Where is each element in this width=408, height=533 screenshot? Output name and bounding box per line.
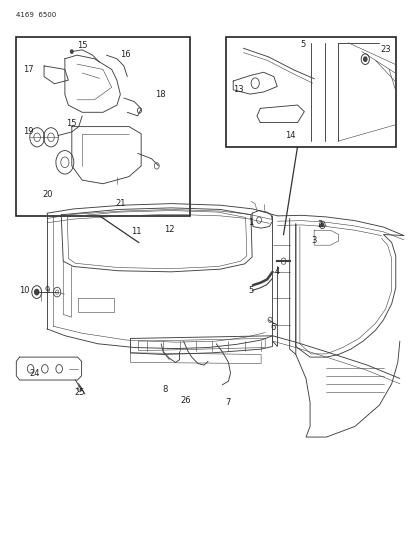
Text: 10: 10 bbox=[19, 286, 30, 295]
Text: 15: 15 bbox=[67, 118, 77, 127]
Text: 4169  6500: 4169 6500 bbox=[16, 12, 57, 18]
Text: 4: 4 bbox=[275, 268, 280, 276]
Circle shape bbox=[71, 50, 73, 53]
Text: 6: 6 bbox=[271, 324, 276, 332]
Text: 8: 8 bbox=[162, 385, 168, 393]
Circle shape bbox=[321, 223, 324, 227]
Text: 16: 16 bbox=[120, 50, 131, 59]
Text: 7: 7 bbox=[226, 398, 231, 407]
Circle shape bbox=[35, 289, 39, 295]
Text: 19: 19 bbox=[23, 127, 34, 136]
Text: 20: 20 bbox=[42, 190, 53, 199]
Text: 18: 18 bbox=[155, 90, 166, 99]
Bar bbox=[16, 37, 190, 216]
Text: 1: 1 bbox=[248, 219, 253, 227]
Text: 14: 14 bbox=[286, 131, 296, 140]
Text: 11: 11 bbox=[131, 228, 142, 236]
Text: 25: 25 bbox=[74, 388, 85, 397]
Text: 12: 12 bbox=[164, 225, 175, 233]
Text: 5: 5 bbox=[248, 286, 253, 295]
Text: 26: 26 bbox=[180, 397, 191, 405]
Circle shape bbox=[364, 57, 367, 61]
Text: 15: 15 bbox=[77, 41, 87, 50]
Text: 3: 3 bbox=[311, 237, 317, 245]
Text: 17: 17 bbox=[23, 65, 34, 74]
Text: 9: 9 bbox=[44, 286, 49, 295]
Text: 24: 24 bbox=[29, 369, 40, 377]
Text: 21: 21 bbox=[115, 199, 126, 208]
Text: 23: 23 bbox=[380, 45, 391, 54]
Text: 2: 2 bbox=[318, 221, 323, 229]
Bar bbox=[226, 37, 396, 147]
Text: 5: 5 bbox=[300, 40, 305, 49]
Text: 13: 13 bbox=[233, 85, 244, 94]
